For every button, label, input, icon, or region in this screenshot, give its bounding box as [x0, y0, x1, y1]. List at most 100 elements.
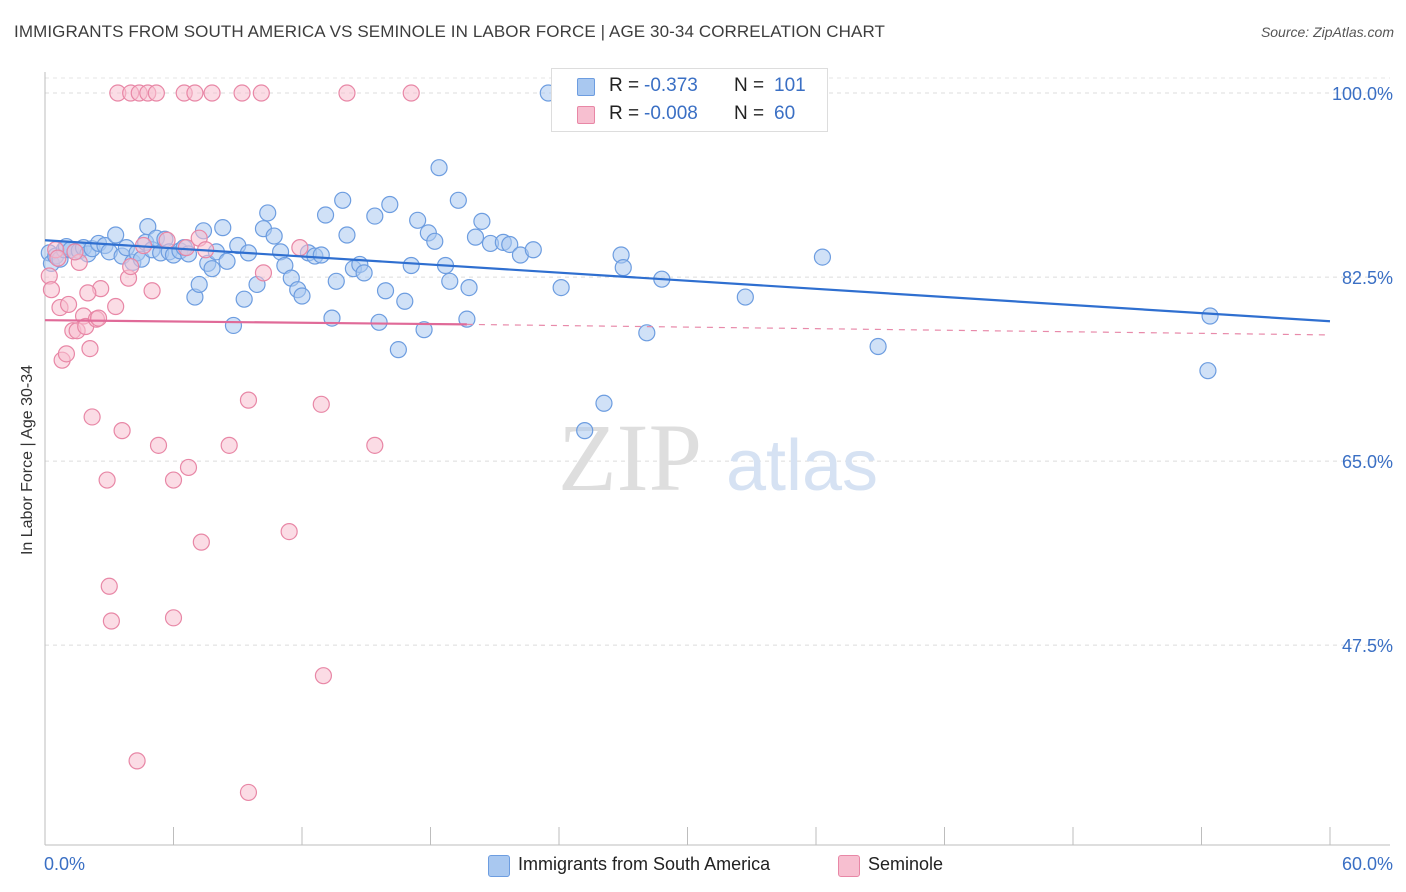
- data-point-seminole: [57, 345, 76, 363]
- y-tick-label: 65.0%: [1342, 452, 1393, 472]
- trend-line-immigrants: [44, 239, 1331, 323]
- data-point-immigrants: [576, 422, 594, 440]
- data-point-immigrants: [524, 241, 542, 259]
- data-point-seminole: [233, 84, 251, 102]
- data-point-seminole: [107, 297, 125, 316]
- legend-n-label: N =: [734, 75, 765, 96]
- data-point-seminole: [113, 422, 131, 440]
- series-seminole-points: [40, 84, 420, 802]
- data-point-seminole: [179, 458, 198, 477]
- series-legend: Immigrants from South America Seminole: [0, 852, 1406, 878]
- legend-label-seminole: Seminole: [868, 854, 944, 874]
- data-point-immigrants: [458, 310, 476, 328]
- data-point-immigrants: [370, 313, 388, 331]
- stats-legend: R = -0.373 N = 101 R = -0.008 N = 60: [551, 68, 828, 132]
- data-point-seminole: [254, 264, 273, 282]
- legend-swatch-seminole: [838, 855, 860, 877]
- data-point-seminole: [79, 284, 97, 302]
- data-point-seminole: [164, 609, 183, 627]
- data-point-immigrants: [376, 282, 395, 300]
- data-point-seminole: [122, 257, 140, 276]
- data-point-seminole: [158, 231, 176, 249]
- data-point-seminole: [203, 84, 221, 102]
- data-point-immigrants: [190, 275, 208, 294]
- data-point-immigrants: [316, 206, 335, 224]
- data-point-immigrants: [214, 219, 232, 237]
- trend-line-seminole-extension: [466, 323, 1331, 336]
- data-point-immigrants: [235, 290, 253, 308]
- data-point-seminole: [42, 281, 61, 299]
- data-point-immigrants: [430, 159, 448, 177]
- legend-r-label: R =: [609, 103, 640, 124]
- watermark-zip: ZIP: [558, 404, 702, 511]
- data-point-seminole: [143, 282, 161, 300]
- legend-r-value: -0.008: [644, 103, 698, 124]
- gridlines: [45, 77, 1390, 646]
- data-point-immigrants: [402, 256, 420, 275]
- data-point-immigrants: [355, 264, 373, 282]
- data-point-seminole: [186, 84, 204, 102]
- data-point-seminole: [83, 408, 101, 426]
- data-point-seminole: [252, 84, 270, 102]
- legend-row-seminole: R = -0.008 N = 60: [552, 101, 827, 127]
- legend-swatch-immigrants: [488, 855, 510, 877]
- data-point-immigrants: [396, 292, 414, 310]
- data-point-seminole: [366, 436, 384, 454]
- data-point-seminole: [49, 249, 67, 267]
- legend-swatch-seminole: [577, 106, 595, 124]
- data-point-immigrants: [466, 228, 485, 246]
- data-point-immigrants: [1199, 362, 1217, 380]
- data-point-immigrants: [501, 235, 519, 254]
- data-point-immigrants: [327, 272, 345, 290]
- source-label: Source: ZipAtlas.com: [1260, 24, 1394, 40]
- series-immigrants-points: [40, 84, 1219, 440]
- data-point-seminole: [220, 436, 238, 454]
- data-point-seminole: [102, 612, 120, 630]
- data-point-immigrants: [426, 232, 444, 250]
- data-point-immigrants: [381, 195, 399, 214]
- data-point-immigrants: [460, 278, 478, 297]
- data-point-immigrants: [1201, 307, 1219, 325]
- data-point-immigrants: [139, 218, 157, 236]
- trend-line-seminole: [44, 319, 467, 326]
- y-tick-label: 100.0%: [1332, 84, 1393, 104]
- legend-r-label: R =: [609, 75, 640, 96]
- data-point-seminole: [239, 391, 258, 409]
- tick-labels: 47.5% 65.0% 82.5% 100.0% 0.0% 60.0%: [44, 84, 1393, 874]
- data-point-immigrants: [334, 191, 352, 209]
- data-point-immigrants: [415, 321, 433, 339]
- data-point-immigrants: [736, 288, 754, 306]
- data-point-immigrants: [473, 212, 491, 230]
- data-point-immigrants: [338, 226, 356, 244]
- data-point-immigrants: [638, 324, 656, 342]
- data-point-seminole: [402, 84, 420, 102]
- data-point-seminole: [100, 577, 118, 595]
- data-point-seminole: [291, 239, 309, 257]
- legend-r-value: -0.373: [644, 75, 698, 96]
- legend-label-immigrants: Immigrants from South America: [518, 854, 771, 874]
- data-point-immigrants: [449, 191, 467, 209]
- data-point-seminole: [312, 395, 330, 413]
- data-point-seminole: [81, 339, 99, 358]
- watermark-atlas: atlas: [726, 426, 878, 506]
- y-tick-label: 47.5%: [1342, 636, 1393, 656]
- data-point-immigrants: [409, 211, 427, 229]
- data-point-seminole: [192, 533, 210, 551]
- data-point-immigrants: [259, 204, 277, 222]
- trend-lines: [44, 239, 1331, 336]
- data-point-immigrants: [813, 248, 832, 266]
- data-point-immigrants: [614, 259, 632, 277]
- data-point-immigrants: [218, 252, 236, 270]
- data-point-seminole: [98, 471, 116, 489]
- data-point-seminole: [89, 309, 108, 327]
- data-point-immigrants: [293, 287, 311, 305]
- data-point-seminole: [149, 436, 168, 454]
- data-point-immigrants: [265, 227, 283, 245]
- data-point-immigrants: [312, 246, 330, 264]
- x-tick-label-start: 0.0%: [44, 854, 85, 874]
- data-point-seminole: [147, 84, 165, 102]
- data-point-seminole: [66, 243, 84, 261]
- legend-n-label: N =: [734, 103, 765, 124]
- data-point-seminole: [338, 84, 356, 102]
